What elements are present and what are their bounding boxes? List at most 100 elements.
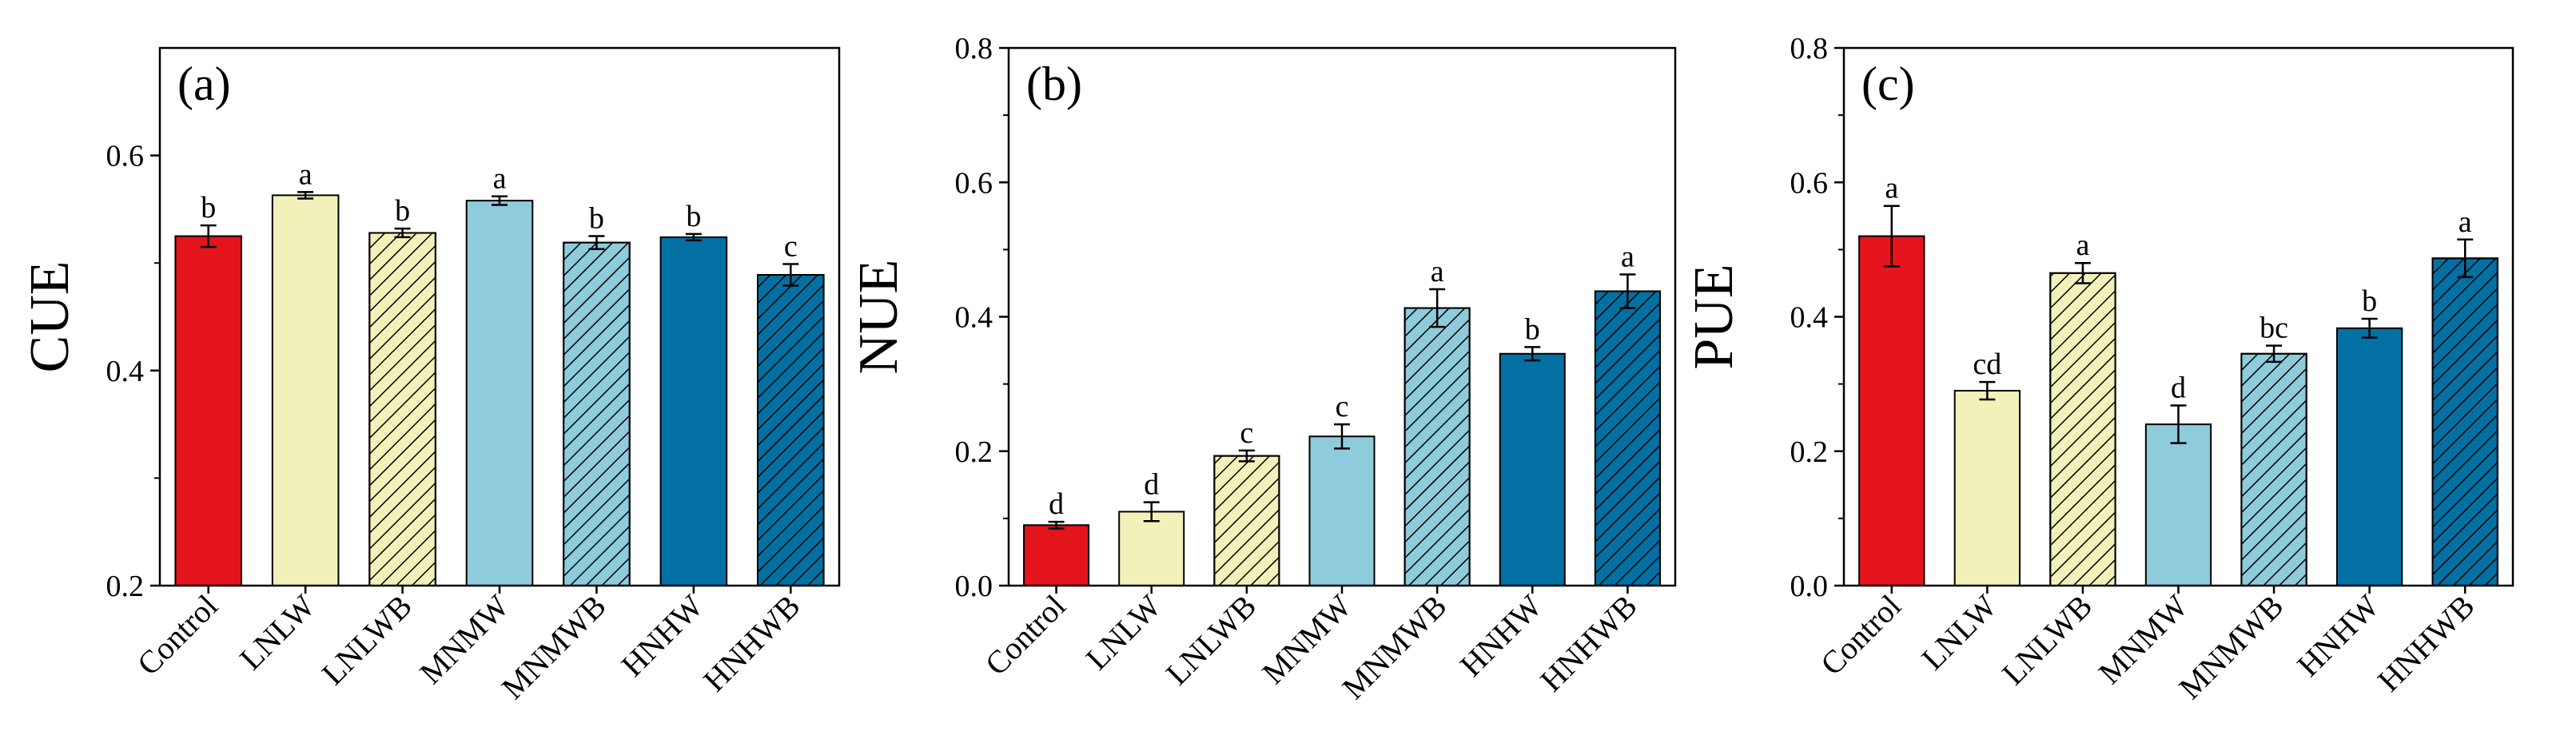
error-bar-lnlwb xyxy=(394,227,411,239)
significance-label-hnhw: b xyxy=(686,200,701,233)
significance-label-mnmw: c xyxy=(1336,390,1349,423)
significance-label-control: d xyxy=(1049,487,1064,521)
y-tick-label: 0.6 xyxy=(955,166,993,200)
bar-hatch-lnlwb xyxy=(368,232,436,586)
bar-lnlw xyxy=(1953,390,2021,586)
bar-hatch-mnmwb xyxy=(2240,352,2307,586)
x-tick-label-hnhwb: HNHWB xyxy=(1533,588,1644,699)
error-bar-mnmwb xyxy=(2266,344,2283,364)
bar-hatch-hnhwb xyxy=(1594,290,1661,586)
bar-hatch-hnhwb xyxy=(757,274,825,586)
significance-label-hnhwb: a xyxy=(2459,205,2472,239)
bar-hatch-mnmwb xyxy=(563,241,631,586)
significance-label-hnhw: b xyxy=(1525,312,1540,346)
bar-lnlw xyxy=(271,194,340,586)
significance-label-mnmw: a xyxy=(493,162,507,196)
y-tick-label: 0.2 xyxy=(106,570,145,603)
error-bar-lnlw xyxy=(297,191,314,200)
y-tick-label: 0.4 xyxy=(1790,301,1829,335)
error-bar-hnhwb xyxy=(1619,273,1636,309)
bar-hatch-hnhwb xyxy=(2431,257,2498,586)
y-tick-label: 0.6 xyxy=(1790,166,1829,200)
error-bar-lnlw xyxy=(1979,380,1996,401)
significance-label-control: b xyxy=(201,191,216,225)
significance-label-lnlw: cd xyxy=(1973,348,2001,381)
bar-hatch-lnlwb xyxy=(1213,455,1280,586)
error-bar-mnmw xyxy=(492,195,508,206)
y-tick-label: 0.8 xyxy=(955,32,993,66)
error-bar-mnmwb xyxy=(588,235,605,250)
x-tick-label-lnlwb: LNLWB xyxy=(315,588,419,692)
bar-hnhw xyxy=(659,236,728,586)
x-tick-label-lnlw: LNLW xyxy=(233,587,322,677)
y-tick-label: 0.8 xyxy=(1790,32,1829,66)
x-tick-label-lnlwb: LNLWB xyxy=(1995,588,2099,692)
plot-frame xyxy=(158,46,841,587)
panel-label: (a) xyxy=(177,58,231,110)
error-bar-hnhw xyxy=(2361,317,2378,339)
y-tick-label: 0.0 xyxy=(955,570,993,603)
significance-label-lnlwb: a xyxy=(2076,228,2089,262)
y-tick-label: 0.2 xyxy=(955,435,993,469)
significance-label-lnlwb: b xyxy=(395,194,410,228)
x-tick-label-hnhwb: HNHWB xyxy=(2371,588,2482,699)
bar-hnhw xyxy=(2335,327,2403,586)
x-tick-label-mnmwb: MNMWB xyxy=(2172,588,2290,706)
panel-label: (b) xyxy=(1026,58,1082,110)
x-tick-label-hnhwb: HNHWB xyxy=(696,588,807,699)
x-tick-label-mnmwb: MNMWB xyxy=(495,588,613,706)
error-bar-hnhwb xyxy=(782,263,799,287)
x-tick-label-mnmwb: MNMWB xyxy=(1335,588,1453,706)
error-bar-lnlwb xyxy=(2074,261,2091,284)
bar-mnmw xyxy=(2144,423,2212,586)
x-tick-label-control: Control xyxy=(130,588,225,682)
significance-label-mnmw: d xyxy=(2171,372,2186,405)
chart-panel-1: bControlaLNLWbLNLWBaMNMWbMNMWBbHNHWcHNHW… xyxy=(19,46,841,706)
x-tick-label-hnhw: HNHW xyxy=(2290,587,2386,683)
error-bar-lnlw xyxy=(1143,501,1160,523)
error-bar-control xyxy=(200,224,217,248)
significance-label-hnhwb: c xyxy=(784,230,798,264)
y-tick-label: 0.0 xyxy=(1790,570,1829,603)
significance-label-lnlw: a xyxy=(299,157,313,191)
bar-control xyxy=(1858,235,1925,586)
error-bar-control xyxy=(1883,205,1900,268)
bar-mnmw xyxy=(465,200,534,587)
x-tick-label-lnlw: LNLW xyxy=(1914,587,2004,677)
bar-hatch-mnmwb xyxy=(1403,307,1471,586)
y-tick-label: 0.6 xyxy=(106,140,145,173)
significance-label-mnmwb: a xyxy=(1431,255,1444,288)
significance-label-lnlwb: c xyxy=(1240,416,1253,450)
chart-panel-3: aControlcdLNLWaLNLWBdMNMWbcMNMWBbHNHWaHN… xyxy=(1683,32,2514,706)
error-bar-control xyxy=(1048,520,1065,530)
error-bar-hnhw xyxy=(1524,346,1541,362)
bar-hnhw xyxy=(1499,352,1566,586)
error-bar-mnmw xyxy=(2170,404,2187,444)
y-axis-label: NUE xyxy=(848,260,910,375)
y-axis-label: CUE xyxy=(19,261,81,373)
significance-label-control: a xyxy=(1885,172,1898,205)
significance-label-hnhwb: a xyxy=(1621,240,1634,274)
error-bar-hnhwb xyxy=(2457,238,2474,279)
error-bar-lnlwb xyxy=(1238,449,1255,463)
y-tick-label: 0.4 xyxy=(955,301,993,335)
x-tick-label-lnlwb: LNLWB xyxy=(1159,588,1263,692)
significance-label-hnhw: b xyxy=(2362,284,2377,318)
x-tick-label-hnhw: HNHW xyxy=(614,587,710,683)
error-bar-mnmwb xyxy=(1429,288,1446,328)
bar-lnlw xyxy=(1118,511,1185,587)
x-tick-label-lnlw: LNLW xyxy=(1079,587,1169,677)
panel-label: (c) xyxy=(1861,58,1915,110)
significance-label-mnmwb: bc xyxy=(2259,312,2288,345)
significance-label-lnlw: d xyxy=(1144,468,1159,502)
bar-mnmw xyxy=(1308,435,1376,586)
y-tick-label: 0.2 xyxy=(1790,435,1829,469)
y-axis-label: PUE xyxy=(1683,264,1745,369)
y-tick-label: 0.4 xyxy=(106,355,145,388)
error-bar-mnmw xyxy=(1334,423,1350,450)
x-tick-label-hnhw: HNHW xyxy=(1453,587,1549,683)
significance-label-mnmwb: b xyxy=(589,202,604,236)
chart-panel-2: dControldLNLWcLNLWBcMNMWaMNMWBbHNHWaHNHW… xyxy=(848,32,1677,706)
error-bar-hnhw xyxy=(685,232,702,242)
